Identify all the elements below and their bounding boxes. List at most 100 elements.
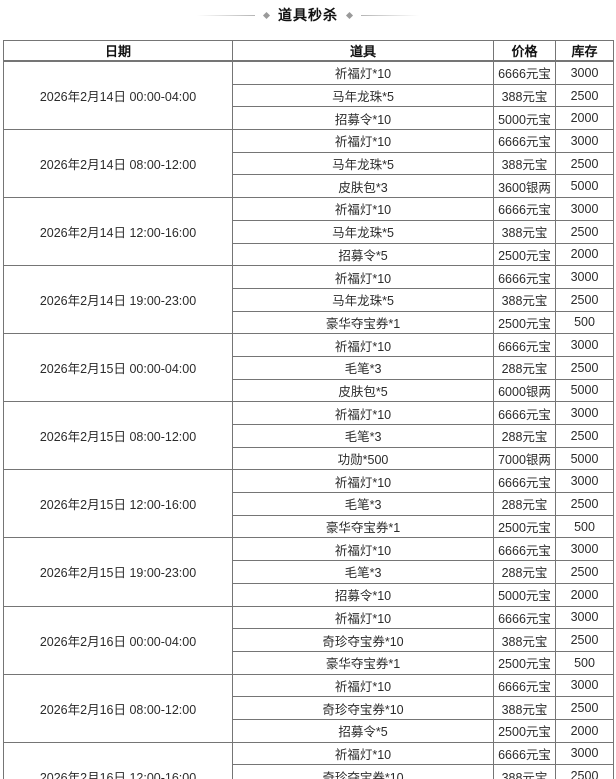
stock-cell: 2000 [555, 106, 614, 131]
table-row: 2026年2月15日 12:00-16:00 祈福灯*10 6666元宝 3000 [3, 469, 614, 539]
price-cell: 6666元宝 [493, 129, 556, 153]
stock-cell: 3000 [555, 265, 614, 289]
stock-cell: 2000 [555, 242, 614, 267]
table-row: 2026年2月16日 08:00-12:00 祈福灯*10 6666元宝 3000 [3, 673, 614, 743]
item-cell: 祈福灯*10 [232, 60, 494, 85]
price-cell: 288元宝 [493, 355, 556, 380]
table-row: 马年龙珠*5 388元宝 2500 [4, 83, 614, 108]
stock-cell: 3000 [555, 197, 614, 221]
item-cell: 豪华夺宝券*1 [232, 310, 494, 335]
table-row: 毛笔*3 288元宝 2500 [4, 492, 614, 516]
price-cell: 288元宝 [493, 492, 556, 516]
item-cell: 毛笔*3 [232, 355, 494, 380]
date-cell: 2026年2月15日 12:00-16:00 [3, 469, 233, 539]
price-cell: 2500元宝 [493, 514, 556, 539]
table-row: 2026年2月15日 00:00-04:00 祈福灯*10 6666元宝 3000 [3, 333, 614, 403]
table-row: 奇珍夺宝券*10 388元宝 2500 [4, 696, 614, 720]
stock-cell: 500 [555, 310, 614, 335]
stock-cell: 500 [555, 514, 614, 539]
table-row: 马年龙珠*5 388元宝 2500 [4, 287, 614, 312]
price-cell: 6666元宝 [493, 401, 556, 425]
table-header-row: 日期 道具 价格 库存 [3, 40, 614, 62]
date-cell: 2026年2月15日 19:00-23:00 [3, 537, 233, 607]
stock-cell: 5000 [555, 446, 614, 471]
price-cell: 2500元宝 [493, 718, 556, 743]
flash-sale-table: 日期 道具 价格 库存 2026年2月14日 00:00-04:00 祈福灯*10… [3, 40, 614, 779]
table-row: 2026年2月16日 12:00-16:00 祈福灯*10 6666元宝 3000 [3, 741, 614, 779]
stock-cell: 3000 [555, 129, 614, 153]
price-cell: 388元宝 [493, 83, 556, 108]
item-cell: 祈福灯*10 [232, 469, 494, 494]
item-cell: 祈福灯*10 [232, 741, 494, 766]
stock-cell: 2500 [555, 287, 614, 312]
item-cell: 功勋*500 [232, 446, 494, 471]
table-row: 招募令*10 5000元宝 2000 [4, 582, 614, 607]
date-cell: 2026年2月14日 12:00-16:00 [3, 197, 233, 267]
item-cell: 皮肤包*3 [232, 174, 494, 199]
stock-cell: 3000 [555, 673, 614, 698]
price-cell: 388元宝 [493, 628, 556, 652]
item-cell: 毛笔*3 [232, 492, 494, 516]
stock-cell: 2000 [555, 582, 614, 607]
price-cell: 388元宝 [493, 219, 556, 244]
item-cell: 奇珍夺宝券*10 [232, 628, 494, 652]
table-row: 2026年2月15日 19:00-23:00 祈福灯*10 6666元宝 3000 [3, 537, 614, 607]
table-row: 豪华夺宝券*1 2500元宝 500 [4, 310, 614, 335]
price-cell: 288元宝 [493, 424, 556, 448]
stock-cell: 500 [555, 650, 614, 675]
page-title: 道具秒杀 [278, 7, 338, 23]
table-row: 招募令*5 2500元宝 2000 [4, 718, 614, 743]
date-cell: 2026年2月16日 08:00-12:00 [3, 673, 233, 743]
date-cell: 2026年2月15日 08:00-12:00 [3, 401, 233, 471]
item-cell: 祈福灯*10 [232, 537, 494, 562]
title-decoration-line-right [361, 14, 419, 16]
price-cell: 288元宝 [493, 560, 556, 584]
stock-cell: 2500 [555, 696, 614, 720]
stock-cell: 2500 [555, 492, 614, 516]
price-cell: 5000元宝 [493, 106, 556, 131]
title-decoration-line-left [197, 14, 255, 16]
table-row: 2026年2月14日 08:00-12:00 祈福灯*10 6666元宝 3000 [3, 129, 614, 199]
col-header-item: 道具 [232, 40, 494, 62]
price-cell: 6666元宝 [493, 741, 556, 766]
item-cell: 毛笔*3 [232, 424, 494, 448]
col-header-stock: 库存 [555, 40, 614, 62]
price-cell: 2500元宝 [493, 242, 556, 267]
item-cell: 招募令*10 [232, 106, 494, 131]
stock-cell: 5000 [555, 174, 614, 199]
table-row: 2026年2月15日 08:00-12:00 祈福灯*10 6666元宝 3000 [3, 401, 614, 471]
item-cell: 祈福灯*10 [232, 673, 494, 698]
item-cell: 祈福灯*10 [232, 605, 494, 630]
price-cell: 2500元宝 [493, 650, 556, 675]
price-cell: 6666元宝 [493, 469, 556, 494]
table-row: 毛笔*3 288元宝 2500 [4, 355, 614, 380]
item-cell: 祈福灯*10 [232, 197, 494, 221]
table-row: 2026年2月14日 12:00-16:00 祈福灯*10 6666元宝 3000 [3, 197, 614, 267]
stock-cell: 3000 [555, 605, 614, 630]
price-cell: 6666元宝 [493, 605, 556, 630]
stock-cell: 2500 [555, 355, 614, 380]
price-cell: 6000银两 [493, 378, 556, 403]
item-cell: 招募令*5 [232, 242, 494, 267]
price-cell: 7000银两 [493, 446, 556, 471]
date-cell: 2026年2月14日 00:00-04:00 [3, 60, 233, 131]
stock-cell: 3000 [555, 537, 614, 562]
item-cell: 毛笔*3 [232, 560, 494, 584]
stock-cell: 2500 [555, 424, 614, 448]
diamond-icon [345, 11, 354, 19]
stock-cell: 5000 [555, 378, 614, 403]
price-cell: 6666元宝 [493, 197, 556, 221]
item-cell: 马年龙珠*5 [232, 287, 494, 312]
item-cell: 马年龙珠*5 [232, 83, 494, 108]
stock-cell: 3000 [555, 401, 614, 425]
item-cell: 祈福灯*10 [232, 265, 494, 289]
stock-cell: 2500 [555, 151, 614, 176]
table-row: 2026年2月14日 19:00-23:00 祈福灯*10 6666元宝 3000 [3, 265, 614, 335]
page-title-bar: 道具秒杀 [0, 2, 616, 28]
price-cell: 6666元宝 [493, 673, 556, 698]
price-cell: 6666元宝 [493, 60, 556, 85]
stock-cell: 2500 [555, 219, 614, 244]
price-cell: 388元宝 [493, 696, 556, 720]
stock-cell: 2500 [555, 628, 614, 652]
item-cell: 豪华夺宝券*1 [232, 514, 494, 539]
